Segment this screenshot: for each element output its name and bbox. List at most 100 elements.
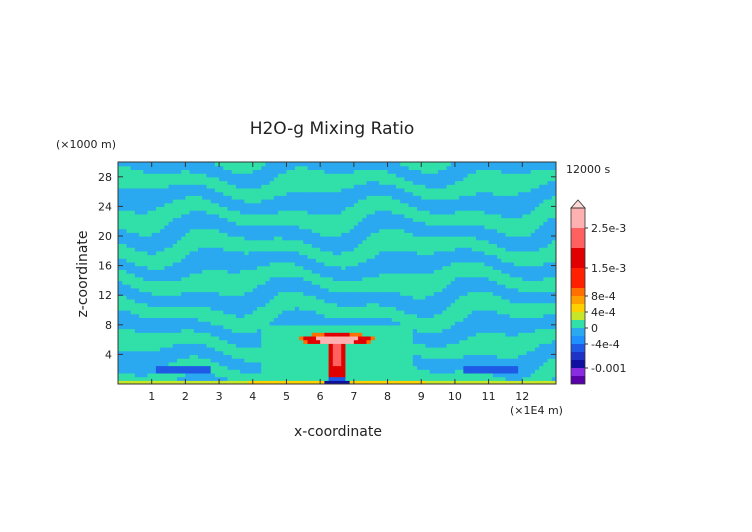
heatmap-cell bbox=[509, 254, 515, 259]
heatmap-cell bbox=[366, 343, 372, 348]
heatmap-cell bbox=[210, 224, 216, 230]
heatmap-cell bbox=[227, 291, 233, 296]
heatmap-cell bbox=[235, 280, 241, 285]
heatmap-cell bbox=[459, 261, 464, 267]
heatmap-cell bbox=[501, 372, 507, 378]
heatmap-cell bbox=[219, 295, 224, 300]
heatmap-cell bbox=[168, 324, 174, 330]
heatmap-cell bbox=[463, 372, 469, 378]
heatmap-cell bbox=[522, 224, 528, 230]
heatmap-cell bbox=[513, 258, 519, 263]
heatmap-cell bbox=[315, 328, 321, 333]
heatmap-cell bbox=[480, 265, 485, 270]
heatmap-cell bbox=[315, 350, 321, 355]
heatmap-cell bbox=[353, 332, 359, 337]
heatmap-cell bbox=[442, 347, 448, 352]
heatmap-cell bbox=[442, 310, 448, 315]
heatmap-cell bbox=[425, 261, 431, 267]
heatmap-cell bbox=[202, 258, 208, 263]
heatmap-cell bbox=[438, 354, 443, 359]
heatmap-cell bbox=[223, 339, 229, 344]
heatmap-cell bbox=[155, 261, 161, 267]
heatmap-cell bbox=[307, 210, 313, 215]
heatmap-cell bbox=[395, 250, 401, 256]
heatmap-cell bbox=[193, 224, 199, 230]
heatmap-cell bbox=[248, 313, 254, 318]
heatmap-cell bbox=[265, 372, 271, 378]
heatmap-cell bbox=[278, 372, 283, 378]
heatmap-cell bbox=[307, 343, 313, 348]
heatmap-cell bbox=[362, 347, 368, 352]
heatmap-cell bbox=[446, 213, 452, 219]
heatmap-cell bbox=[492, 243, 498, 248]
heatmap-cell bbox=[522, 250, 528, 256]
heatmap-cell bbox=[256, 254, 262, 259]
heatmap-cell bbox=[395, 295, 401, 300]
heatmap-cell bbox=[539, 210, 544, 215]
heatmap-cell bbox=[341, 224, 347, 230]
heatmap-cell bbox=[202, 369, 208, 374]
heatmap-cell bbox=[358, 210, 363, 215]
heatmap-cell bbox=[160, 339, 165, 344]
heatmap-cell bbox=[501, 369, 507, 374]
heatmap-cell bbox=[518, 276, 523, 281]
heatmap-cell bbox=[345, 232, 351, 237]
heatmap-cell bbox=[492, 261, 498, 267]
heatmap-cell bbox=[160, 228, 165, 233]
heatmap-cell bbox=[341, 317, 347, 322]
heatmap-cell bbox=[307, 376, 313, 381]
heatmap-cell bbox=[484, 243, 490, 248]
heatmap-cell bbox=[374, 206, 380, 211]
heatmap-cell bbox=[345, 335, 351, 341]
heatmap-cell bbox=[446, 313, 452, 318]
heatmap-cell bbox=[497, 221, 502, 226]
heatmap-cell bbox=[202, 306, 208, 311]
heatmap-cell bbox=[126, 210, 132, 215]
heatmap-cell bbox=[290, 236, 296, 241]
heatmap-cell bbox=[442, 332, 448, 337]
heatmap-cell bbox=[454, 206, 460, 211]
heatmap-cell bbox=[147, 276, 153, 281]
heatmap-cell bbox=[311, 347, 317, 352]
heatmap-cell bbox=[513, 343, 519, 348]
heatmap-cell bbox=[484, 332, 490, 337]
heatmap-cell bbox=[299, 232, 304, 237]
heatmap-cell bbox=[143, 313, 149, 318]
heatmap-cell bbox=[261, 261, 266, 267]
heatmap-cell bbox=[290, 224, 296, 230]
heatmap-cell bbox=[261, 350, 266, 355]
heatmap-cell bbox=[400, 376, 405, 381]
heatmap-cell bbox=[421, 254, 427, 259]
heatmap-cell bbox=[307, 265, 313, 270]
heatmap-cell bbox=[198, 369, 203, 374]
heatmap-cell bbox=[522, 269, 528, 274]
heatmap-cell bbox=[534, 347, 540, 352]
heatmap-cell bbox=[379, 339, 384, 344]
heatmap-cell bbox=[231, 332, 237, 337]
heatmap-cell bbox=[543, 210, 549, 215]
heatmap-cell bbox=[387, 335, 393, 341]
heatmap-cell bbox=[151, 317, 157, 322]
heatmap-cell bbox=[543, 310, 549, 315]
heatmap-cell bbox=[446, 273, 452, 278]
heatmap-cell bbox=[438, 232, 443, 237]
heatmap-cell bbox=[412, 358, 418, 363]
heatmap-cell bbox=[534, 332, 540, 337]
heatmap-cell bbox=[210, 358, 216, 363]
heatmap-cell bbox=[248, 213, 254, 219]
heatmap-cell bbox=[155, 302, 161, 307]
heatmap-cell bbox=[164, 232, 170, 237]
heatmap-cell bbox=[198, 232, 203, 237]
heatmap-cell bbox=[311, 313, 317, 318]
heatmap-cell bbox=[463, 302, 469, 307]
heatmap-cell bbox=[244, 291, 250, 296]
heatmap-cell bbox=[374, 306, 380, 311]
heatmap-cell bbox=[278, 343, 283, 348]
heatmap-cell bbox=[227, 210, 233, 215]
heatmap-cell bbox=[315, 361, 321, 367]
heatmap-cell bbox=[324, 324, 330, 330]
heatmap-cell bbox=[256, 276, 262, 281]
heatmap-cell bbox=[248, 369, 254, 374]
heatmap-cell bbox=[189, 258, 195, 263]
